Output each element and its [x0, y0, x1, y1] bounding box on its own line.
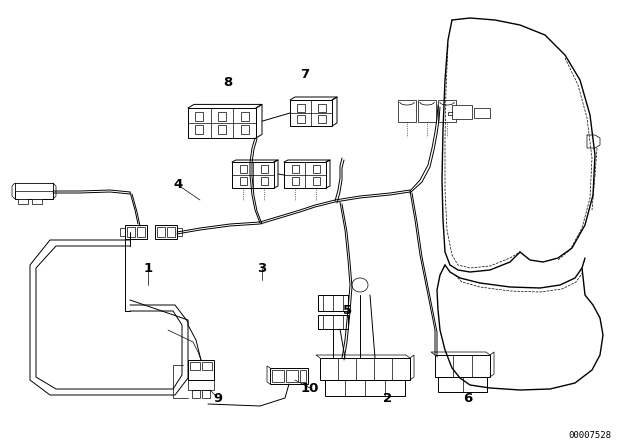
- Bar: [438, 377, 487, 392]
- Bar: [452, 105, 472, 119]
- Bar: [188, 108, 256, 138]
- Bar: [15, 183, 53, 191]
- Text: 8: 8: [223, 76, 232, 89]
- Bar: [435, 355, 490, 377]
- Bar: [241, 112, 249, 121]
- Text: 4: 4: [173, 178, 182, 191]
- Text: 10: 10: [301, 382, 319, 395]
- Bar: [317, 115, 326, 123]
- Bar: [239, 177, 246, 185]
- Bar: [239, 165, 246, 173]
- Bar: [438, 100, 456, 122]
- Bar: [270, 368, 308, 384]
- Bar: [325, 380, 405, 396]
- Bar: [300, 370, 306, 382]
- Bar: [312, 177, 319, 185]
- Text: 9: 9: [213, 392, 223, 405]
- Bar: [218, 125, 226, 134]
- Bar: [232, 162, 274, 188]
- Bar: [127, 227, 135, 237]
- Bar: [18, 199, 28, 204]
- Bar: [474, 108, 490, 118]
- Bar: [137, 227, 145, 237]
- Bar: [241, 125, 249, 134]
- Text: 1: 1: [143, 262, 152, 275]
- Text: 5: 5: [344, 303, 353, 316]
- Bar: [202, 362, 212, 370]
- Bar: [202, 390, 210, 398]
- Bar: [15, 183, 53, 199]
- Bar: [291, 177, 298, 185]
- Bar: [195, 125, 204, 134]
- Bar: [418, 100, 436, 122]
- Text: 7: 7: [300, 69, 310, 82]
- Bar: [398, 100, 416, 122]
- Text: 2: 2: [383, 392, 392, 405]
- Text: 3: 3: [257, 262, 267, 275]
- Bar: [260, 165, 268, 173]
- Text: 6: 6: [463, 392, 472, 405]
- Text: 00007528: 00007528: [568, 431, 611, 439]
- Bar: [284, 162, 326, 188]
- Bar: [167, 227, 175, 237]
- Bar: [286, 370, 298, 382]
- Bar: [317, 104, 326, 112]
- Bar: [32, 199, 42, 204]
- Bar: [290, 100, 332, 126]
- Bar: [192, 390, 200, 398]
- Bar: [320, 358, 410, 380]
- Bar: [318, 295, 348, 311]
- Bar: [291, 165, 298, 173]
- Bar: [272, 370, 284, 382]
- Bar: [296, 115, 305, 123]
- Bar: [296, 104, 305, 112]
- Bar: [157, 227, 165, 237]
- Bar: [155, 225, 177, 239]
- Bar: [125, 225, 147, 239]
- Bar: [218, 112, 226, 121]
- Bar: [318, 315, 348, 329]
- Bar: [195, 112, 204, 121]
- Bar: [312, 165, 319, 173]
- Bar: [260, 177, 268, 185]
- Bar: [188, 360, 214, 380]
- Bar: [190, 362, 200, 370]
